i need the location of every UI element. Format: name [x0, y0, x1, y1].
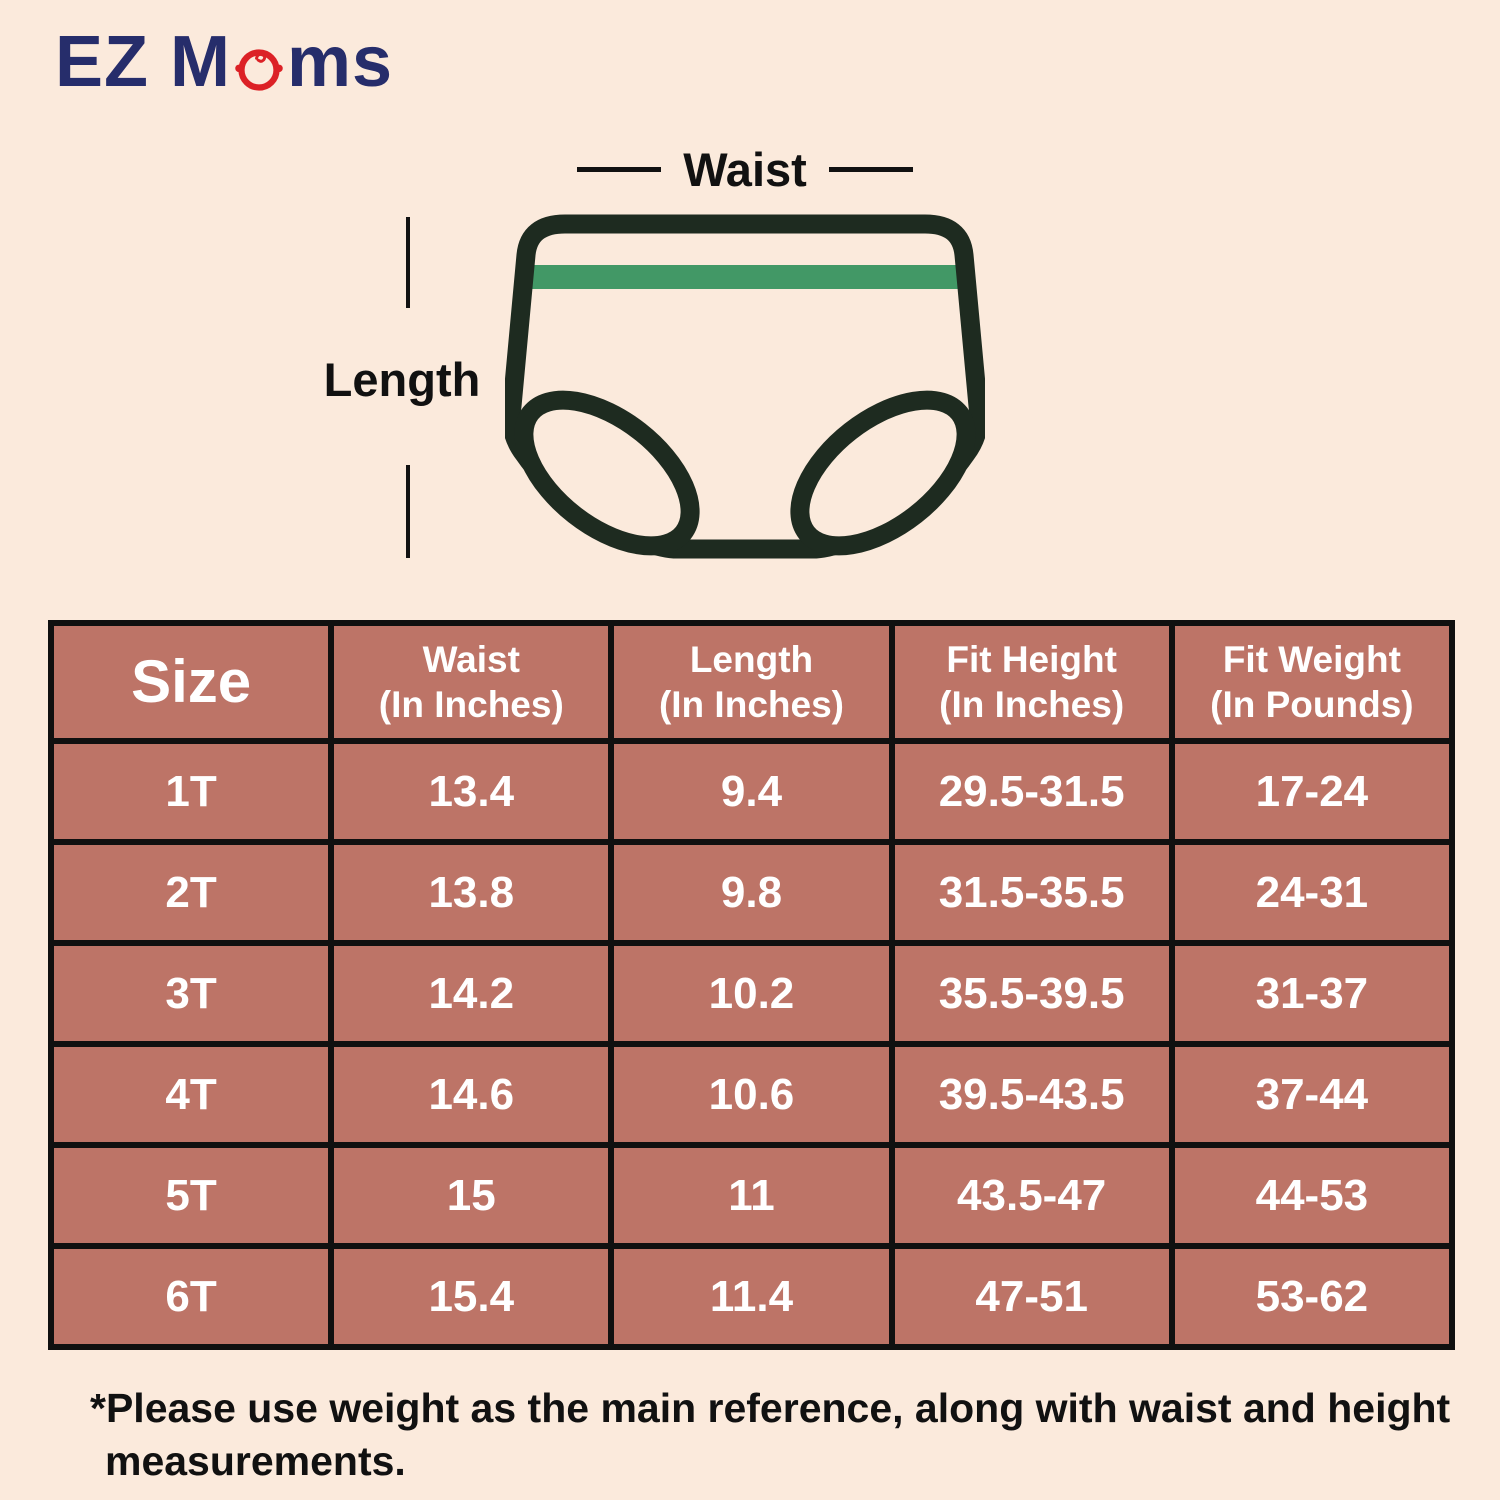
logo-text-before-o: EZ M: [55, 22, 231, 102]
cell-length: 9.4: [608, 738, 895, 845]
table-body: 1T 13.4 9.4 29.5-31.5 17-24 2T 13.8 9.8 …: [47, 738, 1456, 1350]
cell-fit-weight: 44-53: [1168, 1142, 1456, 1249]
cell-waist: 15.4: [328, 1243, 615, 1350]
table-row: 4T 14.6 10.6 39.5-43.5 37-44: [47, 1041, 1456, 1148]
header-fit-weight: Fit Weight (In Pounds): [1168, 620, 1456, 744]
cell-length: 10.6: [608, 1041, 895, 1148]
cell-fit-height: 31.5-35.5: [888, 839, 1175, 946]
cell-size: 1T: [47, 738, 335, 845]
header-waist-sub: (In Inches): [378, 684, 564, 725]
cell-waist: 14.6: [328, 1041, 615, 1148]
length-guide-line-bottom: [406, 465, 410, 558]
header-size: Size: [47, 620, 335, 744]
header-row: Size Waist (In Inches) Length (In Inches…: [47, 620, 1456, 744]
cell-fit-height: 29.5-31.5: [888, 738, 1175, 845]
header-fit-weight-sub: (In Pounds): [1210, 684, 1414, 725]
cell-fit-weight: 17-24: [1168, 738, 1456, 845]
cell-length: 11.4: [608, 1243, 895, 1350]
header-length-sub: (In Inches): [658, 684, 844, 725]
table-row: 6T 15.4 11.4 47-51 53-62: [47, 1243, 1456, 1350]
training-pants-icon: [505, 214, 985, 559]
waist-tick-right: [828, 167, 913, 172]
cell-size: 4T: [47, 1041, 335, 1148]
cell-length: 10.2: [608, 940, 895, 1047]
waist-measure-label-group: Waist: [505, 142, 985, 197]
waist-label: Waist: [683, 143, 807, 196]
logo-text-after-o: ms: [286, 22, 394, 102]
header-fit-weight-title: Fit Weight: [1222, 638, 1401, 680]
brand-logo: EZ M ms: [55, 24, 393, 100]
cell-fit-height: 35.5-39.5: [888, 940, 1175, 1047]
cell-fit-weight: 31-37: [1168, 940, 1456, 1047]
header-size-title: Size: [131, 648, 252, 716]
length-label: Length: [323, 353, 481, 406]
header-fit-height: Fit Height (In Inches): [888, 620, 1175, 744]
footnote: *Please use weight as the main reference…: [90, 1385, 1451, 1485]
header-fit-height-title: Fit Height: [946, 638, 1117, 680]
header-fit-height-sub: (In Inches): [939, 684, 1125, 725]
baby-face-icon: [235, 49, 283, 91]
waist-tick-left: [577, 167, 662, 172]
waistband-stripe: [521, 265, 969, 289]
header-length: Length (In Inches): [608, 620, 895, 744]
header-length-title: Length: [689, 638, 814, 680]
cell-waist: 14.2: [328, 940, 615, 1047]
cell-length: 9.8: [608, 839, 895, 946]
cell-waist: 13.8: [328, 839, 615, 946]
cell-size: 5T: [47, 1142, 335, 1249]
cell-fit-height: 43.5-47: [888, 1142, 1175, 1249]
cell-fit-height: 47-51: [888, 1243, 1175, 1350]
header-waist-title: Waist: [422, 638, 520, 680]
cell-size: 2T: [47, 839, 335, 946]
cell-waist: 15: [328, 1142, 615, 1249]
cell-waist: 13.4: [328, 738, 615, 845]
cell-fit-height: 39.5-43.5: [888, 1041, 1175, 1148]
length-guide-line-top: [406, 217, 410, 308]
right-leg-opening: [790, 390, 976, 556]
cell-size: 6T: [47, 1243, 335, 1350]
left-leg-opening: [514, 390, 700, 556]
table-header: Size Waist (In Inches) Length (In Inches…: [47, 620, 1456, 744]
table-row: 2T 13.8 9.8 31.5-35.5 24-31: [47, 839, 1456, 946]
cell-fit-weight: 37-44: [1168, 1041, 1456, 1148]
table-row: 3T 14.2 10.2 35.5-39.5 31-37: [47, 940, 1456, 1047]
table-row: 1T 13.4 9.4 29.5-31.5 17-24: [47, 738, 1456, 845]
size-chart-table: Size Waist (In Inches) Length (In Inches…: [47, 620, 1456, 1350]
header-waist: Waist (In Inches): [328, 620, 615, 744]
cell-length: 11: [608, 1142, 895, 1249]
cell-size: 3T: [47, 940, 335, 1047]
cell-fit-weight: 24-31: [1168, 839, 1456, 946]
cell-fit-weight: 53-62: [1168, 1243, 1456, 1350]
table-row: 5T 15 11 43.5-47 44-53: [47, 1142, 1456, 1249]
